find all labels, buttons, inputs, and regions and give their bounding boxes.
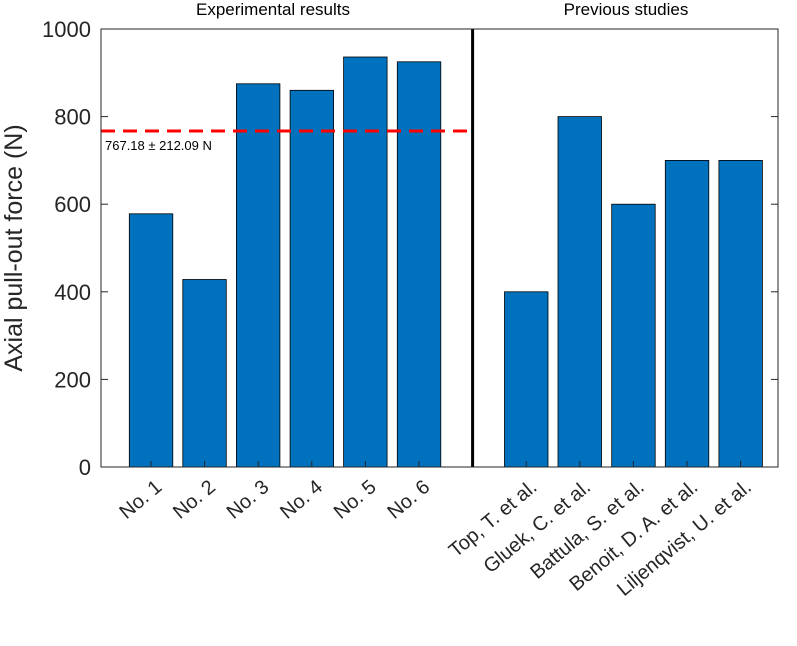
y-axis-title: Axial pull-out force (N) bbox=[0, 124, 28, 371]
x-tick-label: No. 3 bbox=[223, 476, 274, 524]
bar-no-6 bbox=[396, 61, 442, 468]
x-tick-label: No. 6 bbox=[383, 476, 434, 524]
bar-gluek-c-et-al bbox=[557, 116, 602, 468]
bar-no-1 bbox=[128, 213, 174, 468]
bar-top-t-et-al bbox=[504, 291, 549, 468]
y-tick-label: 200 bbox=[54, 367, 91, 392]
bar-benoit-d-a-et-al bbox=[664, 159, 710, 468]
x-tick-label: No. 1 bbox=[115, 476, 166, 524]
reference-line-label: 767.18 ± 212.09 N bbox=[105, 138, 212, 153]
section-title-right: Previous studies bbox=[564, 0, 689, 19]
bar-no-4 bbox=[289, 89, 335, 468]
y-tick-label: 0 bbox=[79, 455, 91, 480]
bar-liljenqvist-u-et-al bbox=[718, 159, 763, 468]
y-tick-label: 800 bbox=[54, 105, 91, 130]
bar-no-3 bbox=[235, 83, 281, 468]
bar-no-2 bbox=[182, 279, 227, 468]
x-tick-label: No. 5 bbox=[330, 476, 381, 524]
y-tick-label: 400 bbox=[54, 280, 91, 305]
x-tick-label: No. 4 bbox=[276, 476, 327, 524]
y-tick-label: 1000 bbox=[42, 17, 91, 42]
bar-no-5 bbox=[343, 56, 388, 468]
plot-frame bbox=[100, 28, 779, 468]
x-tick-label: No. 2 bbox=[169, 476, 220, 524]
bar-battula-s-et-al bbox=[611, 203, 656, 468]
y-tick-label: 600 bbox=[54, 192, 91, 217]
section-title-left: Experimental results bbox=[196, 0, 350, 19]
